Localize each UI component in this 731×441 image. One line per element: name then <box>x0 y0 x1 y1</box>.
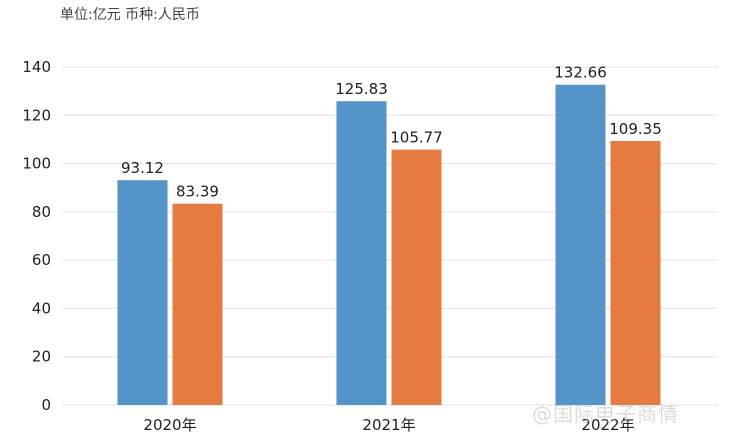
x-tick-label: 2022年 <box>581 416 634 434</box>
y-tick-label: 140 <box>22 58 51 76</box>
y-tick-label: 20 <box>32 348 51 366</box>
y-tick-label: 100 <box>22 155 51 173</box>
y-tick-label: 0 <box>41 396 51 414</box>
y-tick-label: 120 <box>22 106 51 124</box>
x-tick-label: 2021年 <box>362 416 415 434</box>
unit-note: 单位:亿元 币种:人民币 <box>60 7 200 23</box>
y-axis-ticks: 0 20 40 60 80 100 120 140 <box>22 58 51 414</box>
x-tick-label: 2020年 <box>143 416 196 434</box>
watermark: @国际电子商情 <box>532 402 679 426</box>
data-label: 109.35 <box>609 120 662 138</box>
bar-series2-2 <box>391 149 442 405</box>
bar-series1-2 <box>336 101 387 406</box>
data-label: 105.77 <box>390 129 443 147</box>
data-labels: 93.12 83.39 125.83 105.77 132.66 109.35 <box>121 64 662 201</box>
bar-series2-1 <box>172 203 223 405</box>
data-label: 93.12 <box>121 159 164 177</box>
data-label: 83.39 <box>176 183 219 201</box>
x-axis-ticks: 2020年 2021年 2022年 <box>143 416 634 434</box>
bar-series1-3 <box>555 84 606 405</box>
grid-lines <box>62 66 718 406</box>
y-tick-label: 40 <box>32 299 51 317</box>
data-label: 125.83 <box>335 80 388 98</box>
bar-series1-1 <box>117 180 168 405</box>
y-tick-label: 80 <box>32 203 51 221</box>
bar-series2-3 <box>610 140 661 405</box>
data-label: 132.66 <box>554 64 607 82</box>
y-tick-label: 60 <box>32 251 51 269</box>
bars <box>117 84 661 406</box>
